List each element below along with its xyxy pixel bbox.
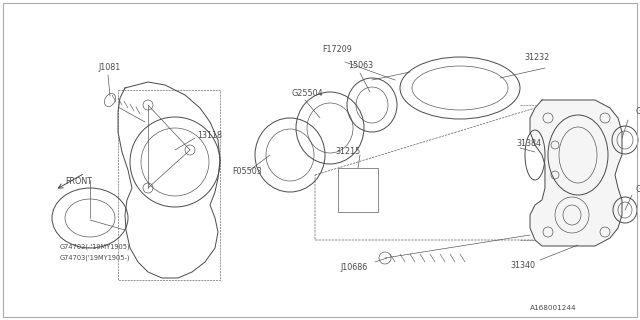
Text: 31340: 31340 (510, 260, 535, 269)
FancyBboxPatch shape (338, 168, 378, 212)
Text: F17209: F17209 (322, 45, 352, 54)
Text: 13118: 13118 (197, 131, 222, 140)
Text: F05503: F05503 (232, 167, 262, 177)
Text: G92906: G92906 (636, 186, 640, 195)
Text: 31384: 31384 (516, 139, 541, 148)
Ellipse shape (347, 173, 369, 195)
Text: 31232: 31232 (524, 53, 549, 62)
Text: G25504: G25504 (292, 89, 324, 98)
Text: J10686: J10686 (340, 263, 367, 273)
Text: 15063: 15063 (348, 60, 373, 69)
Text: A168001244: A168001244 (530, 305, 577, 311)
Text: J1081: J1081 (98, 63, 120, 73)
Text: G92606: G92606 (636, 108, 640, 116)
Text: FRONT: FRONT (65, 178, 92, 187)
Text: 31215: 31215 (335, 148, 360, 156)
Text: G74702(-'19MY1905): G74702(-'19MY1905) (60, 244, 131, 250)
Text: G74703('19MY1905-): G74703('19MY1905-) (60, 255, 131, 261)
Polygon shape (530, 100, 622, 246)
